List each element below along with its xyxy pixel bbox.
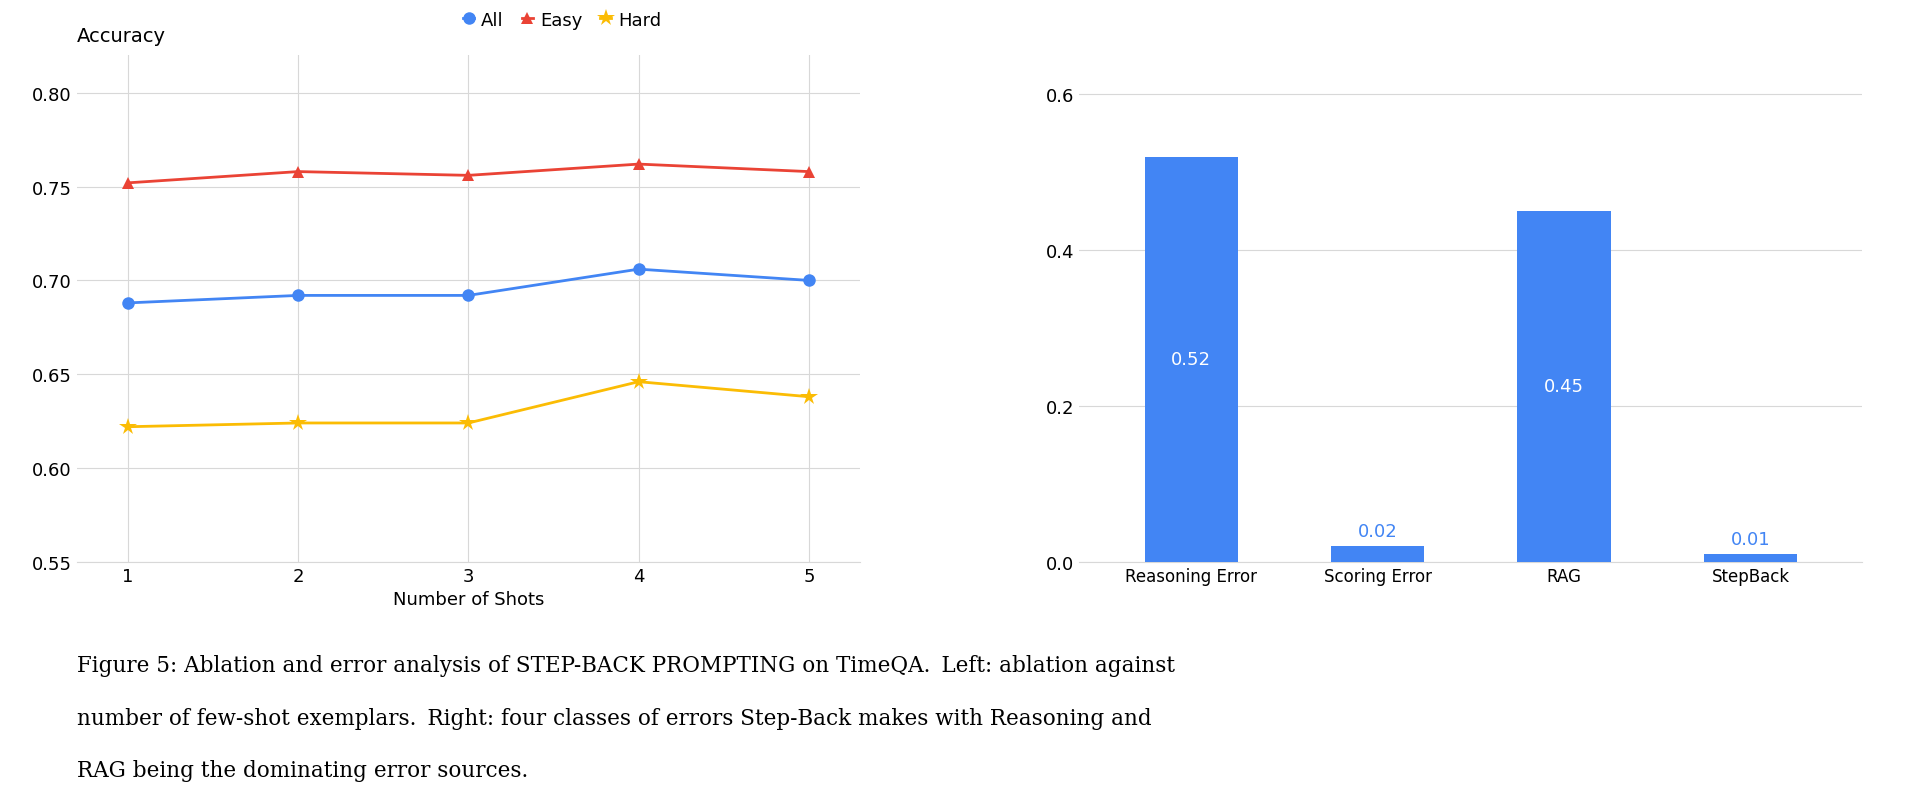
Easy: [457, 171, 480, 181]
Line: All: All: [121, 263, 816, 310]
Bar: [1144, 157, 1238, 562]
Hard: [117, 422, 140, 432]
All: [117, 299, 140, 308]
Bar: [1703, 554, 1797, 562]
Bar: [1331, 547, 1425, 562]
Bar: [1517, 212, 1611, 562]
Text: 0.52: 0.52: [1171, 351, 1212, 369]
Text: Figure 5: Ablation and error analysis of STEP-BACK PROMPTING on TimeQA.  Left: a: Figure 5: Ablation and error analysis of…: [77, 654, 1175, 676]
All: [457, 291, 480, 301]
All: [286, 291, 309, 301]
Hard: [457, 418, 480, 428]
Line: Easy: Easy: [121, 159, 816, 190]
Text: 0.02: 0.02: [1357, 522, 1398, 540]
Text: number of few-shot exemplars.  Right: four classes of errors Step-Back makes wit: number of few-shot exemplars. Right: fou…: [77, 707, 1152, 728]
Hard: [286, 418, 309, 428]
Text: 0.01: 0.01: [1730, 530, 1770, 548]
All: [628, 265, 651, 275]
Easy: [117, 179, 140, 189]
Easy: [628, 160, 651, 169]
Text: RAG being the dominating error sources.: RAG being the dominating error sources.: [77, 759, 528, 781]
Text: Accuracy: Accuracy: [77, 27, 165, 47]
Legend: All, Easy, Hard: All, Easy, Hard: [455, 5, 668, 37]
Hard: [797, 393, 820, 402]
Easy: [286, 168, 309, 177]
Text: 0.45: 0.45: [1544, 378, 1584, 396]
Hard: [628, 377, 651, 387]
Line: Hard: Hard: [119, 373, 818, 436]
X-axis label: Number of Shots: Number of Shots: [394, 590, 543, 609]
Easy: [797, 168, 820, 177]
All: [797, 276, 820, 286]
